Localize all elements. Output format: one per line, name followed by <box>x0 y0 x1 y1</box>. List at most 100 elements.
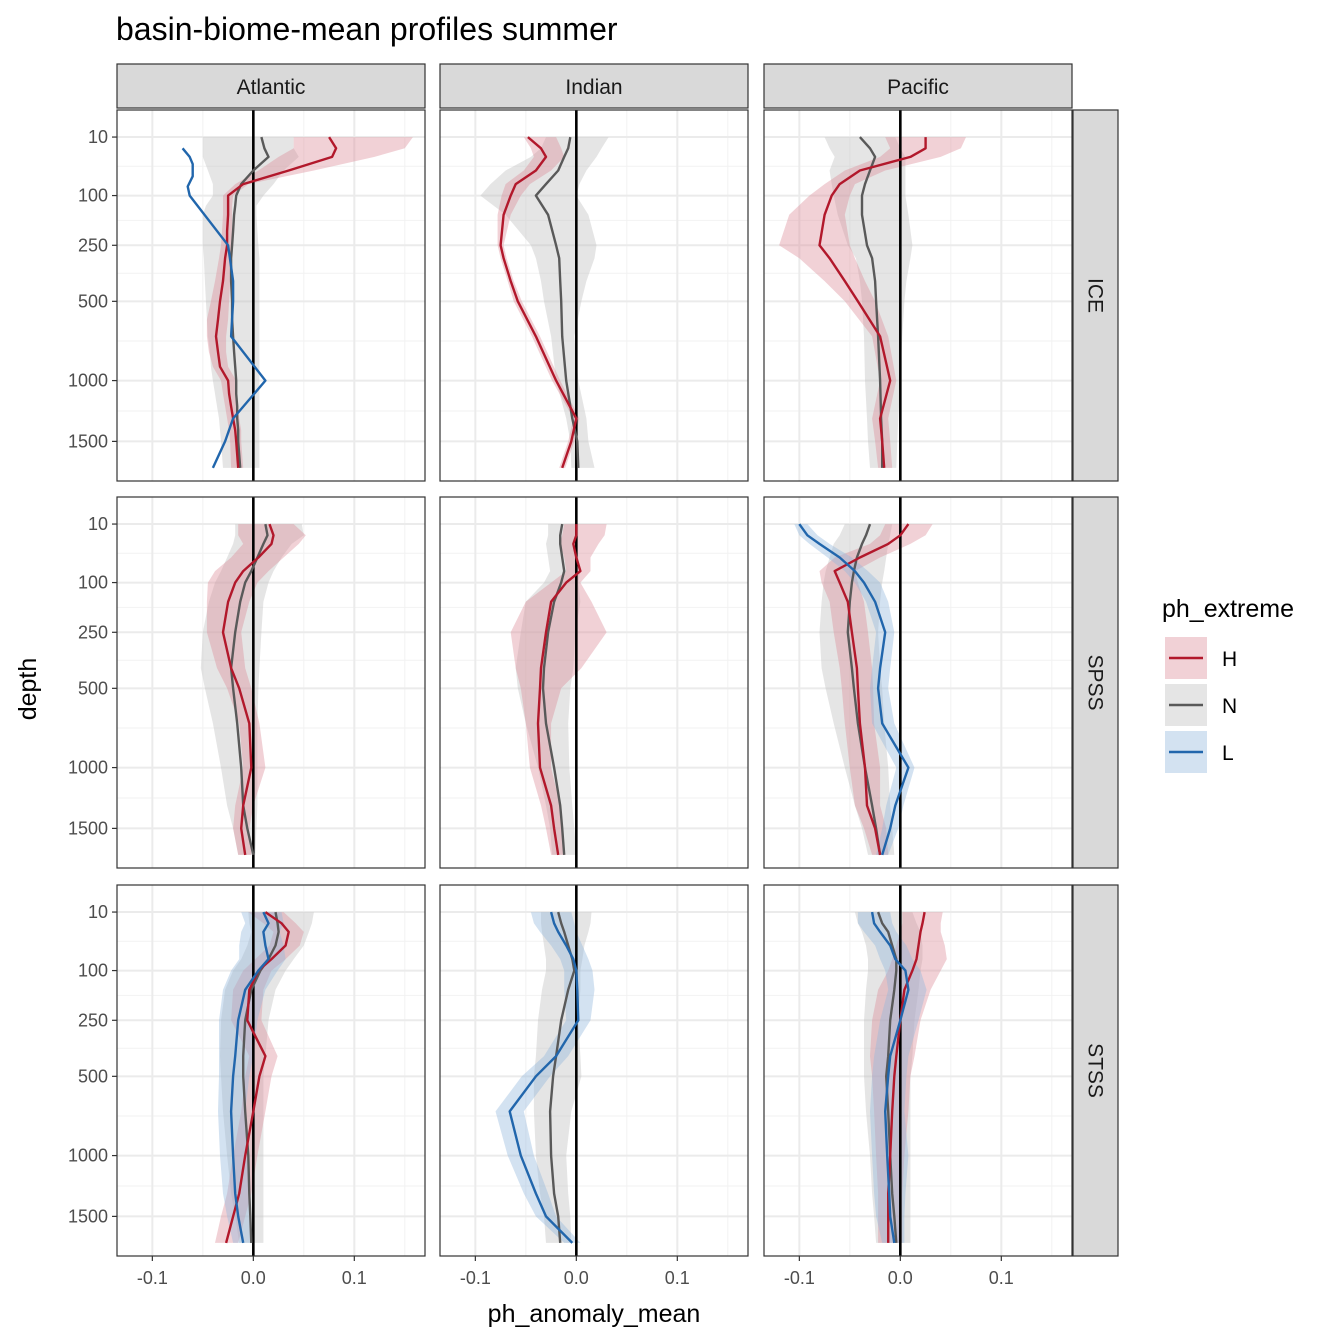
strip-stss: STSS <box>1072 884 1119 1257</box>
panel-border <box>763 884 1073 1257</box>
ribbon-N <box>824 137 913 468</box>
panel-background <box>440 110 748 481</box>
ribbon-L <box>495 912 595 1243</box>
panel-atlantic-spss <box>116 496 426 869</box>
strip-ice: ICE <box>1072 109 1119 482</box>
line-L <box>508 911 580 1244</box>
ribbon-L <box>218 912 286 1243</box>
gridlines <box>764 885 1072 1256</box>
y-tick-label: 1500 <box>68 818 108 838</box>
y-tick-label: 100 <box>78 186 108 206</box>
panel-atlantic-ice <box>116 109 426 482</box>
plot-area <box>510 497 607 868</box>
y-tick-label: 1000 <box>68 1146 108 1166</box>
ribbon-L <box>857 912 927 1243</box>
y-tick-label: 1000 <box>68 371 108 391</box>
line-N <box>241 911 280 1243</box>
x-axis-title: ph_anomaly_mean <box>488 1300 701 1328</box>
plot-area <box>779 110 966 481</box>
y-tick-label: 500 <box>78 1066 108 1086</box>
plot-area <box>215 885 314 1256</box>
panel-border <box>763 109 1073 482</box>
line-N <box>859 136 884 468</box>
strip-pacific: Pacific <box>763 63 1073 109</box>
y-axis-spss: 10 100 250 500 1000 1500 <box>68 514 117 838</box>
legend-label: H <box>1222 648 1237 671</box>
gridlines <box>440 885 748 1256</box>
panel-border <box>439 109 749 482</box>
panel-pacific-stss <box>763 884 1073 1257</box>
line-H <box>536 524 582 856</box>
y-axis-title: depth <box>14 658 42 721</box>
ribbon-H <box>779 137 966 468</box>
ribbon-H <box>510 524 607 855</box>
y-tick-label: 250 <box>78 622 108 642</box>
line-H <box>214 136 338 468</box>
line-H <box>833 523 910 856</box>
strip-label: Atlantic <box>237 76 306 99</box>
line-N <box>846 523 882 856</box>
line-N <box>548 911 576 1243</box>
panel-pacific-spss <box>763 496 1073 869</box>
legend-item-L: L <box>1165 731 1234 773</box>
y-tick-label: 250 <box>78 1010 108 1030</box>
x-tick-label: -0.1 <box>460 1268 491 1288</box>
panel-border <box>439 496 749 869</box>
line-N <box>229 523 269 856</box>
strip-label: Pacific <box>887 76 949 99</box>
y-axis-stss: 10 100 250 500 1000 1500 <box>68 902 117 1226</box>
legend-item-N: N <box>1165 684 1237 726</box>
legend: ph_extreme H N L <box>1162 595 1294 773</box>
legend-label: L <box>1222 742 1234 765</box>
plot-area <box>495 885 595 1256</box>
plot-area <box>854 885 947 1256</box>
x-tick-label: 0.1 <box>665 1268 690 1288</box>
panel-atlantic-stss <box>116 884 426 1257</box>
y-tick-label: 500 <box>78 291 108 311</box>
y-tick-label: 10 <box>88 902 108 922</box>
ribbon-N <box>515 524 581 855</box>
ribbon-H <box>206 524 306 855</box>
y-tick-label: 250 <box>78 235 108 255</box>
line-L <box>798 523 910 856</box>
line-N <box>534 136 580 468</box>
panel-border <box>439 884 749 1257</box>
y-tick-label: 1000 <box>68 758 108 778</box>
x-tick-label: 0.0 <box>241 1268 266 1288</box>
plot-area <box>200 497 306 868</box>
line-L <box>870 911 910 1244</box>
panel-border <box>763 496 1073 869</box>
x-tick-label: 0.0 <box>888 1268 913 1288</box>
strip-label: SPSS <box>1084 654 1107 710</box>
panel-border <box>116 884 426 1257</box>
panel-background <box>440 497 748 868</box>
plot-area <box>794 497 933 868</box>
y-tick-label: 1500 <box>68 431 108 451</box>
panel-border <box>116 109 426 482</box>
legend-item-H: H <box>1165 637 1237 679</box>
x-axis-indian: -0.1 0.0 0.1 <box>460 1256 690 1288</box>
panel-pacific-ice <box>763 109 1073 482</box>
plot-area <box>480 110 609 481</box>
panel-background <box>117 885 425 1256</box>
legend-title: ph_extreme <box>1162 595 1294 623</box>
panel-indian-spss <box>439 496 749 869</box>
panel-indian-stss <box>439 884 749 1257</box>
x-tick-label: 0.0 <box>564 1268 589 1288</box>
ribbon-L <box>794 524 915 855</box>
panel-background <box>117 110 425 481</box>
y-tick-label: 100 <box>78 961 108 981</box>
panel-background <box>764 497 1072 868</box>
y-axis-ice: 10 100 250 500 1000 1500 <box>68 127 117 451</box>
strip-label: ICE <box>1084 278 1107 313</box>
panel-background <box>764 110 1072 481</box>
legend-label: N <box>1222 695 1237 718</box>
line-L <box>229 911 270 1244</box>
y-tick-label: 500 <box>78 678 108 698</box>
panel-border <box>116 496 426 869</box>
chart-title: basin-biome-mean profiles summer <box>116 11 618 47</box>
x-tick-label: 0.1 <box>342 1268 367 1288</box>
plot-area <box>181 110 413 481</box>
y-tick-label: 10 <box>88 514 108 534</box>
